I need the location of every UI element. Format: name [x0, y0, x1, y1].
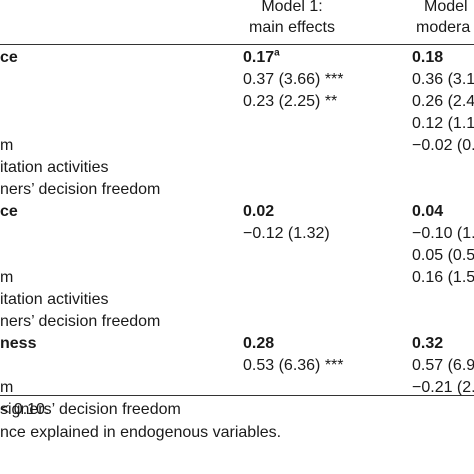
header-rule — [0, 44, 474, 45]
model1-header-line1: Model 1: — [261, 0, 323, 15]
model1-value: 0.02 — [243, 203, 275, 220]
row-label: ners’ decision freedom — [0, 181, 161, 198]
model2-cell: 0.26 (2.4 — [412, 93, 474, 110]
row-label: ce — [0, 203, 18, 220]
model2-cell: 0.57 (6.9 — [412, 357, 474, 374]
footnote-1: < 0.10. — [0, 401, 50, 418]
model1-value: 0.53 (6.36) *** — [243, 357, 344, 374]
footnote-2: nce explained in endogenous variables. — [0, 424, 282, 441]
model2-cell: −0.21 (2.0 — [412, 379, 474, 396]
model2-cell: 0.18 — [412, 49, 444, 66]
model2-cell: 0.36 (3.1 — [412, 71, 474, 88]
row-label: ners’ decision freedom — [0, 313, 161, 330]
row-label: ness — [0, 335, 37, 352]
row-label: ce — [0, 49, 18, 66]
row-label: m — [0, 379, 14, 396]
row-label: m — [0, 269, 14, 286]
model1-value: 0.37 (3.66) *** — [243, 71, 344, 88]
model1-header-line2: main effects — [249, 19, 335, 36]
model2-cell: 0.12 (1.1 — [412, 115, 474, 132]
model1-cell: −0.12 (1.32) — [243, 224, 330, 244]
model2-header-line1: Model — [424, 0, 468, 15]
model1-value: 0.17 — [243, 49, 275, 66]
model2-cell: −0.10 (1.1 — [412, 225, 474, 242]
model1-cell: 0.37 (3.66) *** — [243, 70, 344, 90]
row-label: itation activities — [0, 291, 109, 308]
model2-header-line2: modera — [416, 19, 471, 36]
model1-value: 0.23 (2.25) ** — [243, 93, 338, 110]
model1-cell: 0.23 (2.25) ** — [243, 92, 337, 112]
row-label: m — [0, 137, 14, 154]
model1-cell: 0.17a — [243, 48, 280, 68]
model1-cell: 0.53 (6.36) *** — [243, 356, 344, 376]
model2-cell: −0.02 (0.2 — [412, 137, 474, 154]
model2-cell: 0.16 (1.5 — [412, 269, 474, 286]
model2-cell: 0.04 — [412, 203, 444, 220]
footnote-marker: a — [274, 47, 280, 59]
model1-cell: 0.02 — [243, 202, 274, 222]
model2-cell: 0.32 — [412, 335, 444, 352]
bottom-rule — [0, 395, 474, 396]
model1-cell: 0.28 — [243, 334, 274, 354]
model2-cell: 0.05 (0.5 — [412, 247, 474, 264]
model1-value: −0.12 (1.32) — [243, 225, 330, 242]
row-label: itation activities — [0, 159, 109, 176]
row-label: signers’ decision freedom — [0, 401, 181, 418]
model1-value: 0.28 — [243, 335, 275, 352]
